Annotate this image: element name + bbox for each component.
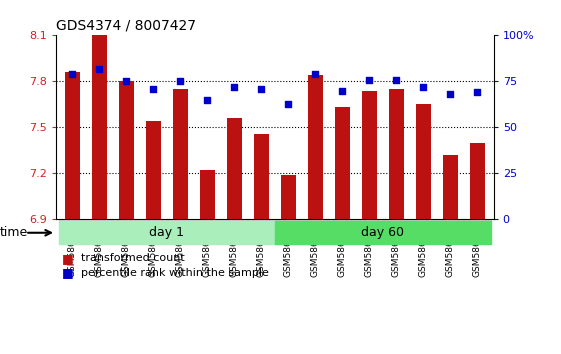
Text: day 1: day 1 xyxy=(149,226,185,239)
Text: transformed count: transformed count xyxy=(81,253,185,263)
Text: ■: ■ xyxy=(62,252,73,265)
Text: percentile rank within the sample: percentile rank within the sample xyxy=(81,268,269,278)
Text: ■: ■ xyxy=(62,266,73,279)
Bar xyxy=(308,75,323,219)
Point xyxy=(95,66,104,72)
Point xyxy=(338,88,347,93)
Point xyxy=(203,97,212,103)
Point xyxy=(311,71,320,77)
Point xyxy=(122,79,131,84)
Bar xyxy=(443,155,458,219)
Bar xyxy=(227,118,242,219)
Point xyxy=(446,91,455,97)
Text: time: time xyxy=(0,226,28,239)
Bar xyxy=(146,121,161,219)
Bar xyxy=(335,108,350,219)
Bar xyxy=(92,35,107,219)
Point xyxy=(473,90,482,95)
Bar xyxy=(470,143,485,219)
Bar xyxy=(389,89,404,219)
Text: GDS4374 / 8007427: GDS4374 / 8007427 xyxy=(56,19,196,33)
Bar xyxy=(173,89,188,219)
Point xyxy=(284,101,293,106)
Point xyxy=(365,77,374,82)
Point xyxy=(176,79,185,84)
Bar xyxy=(65,72,80,219)
Bar xyxy=(200,170,215,219)
Bar xyxy=(119,81,134,219)
Bar xyxy=(281,175,296,219)
Text: day 60: day 60 xyxy=(361,226,404,239)
Point xyxy=(68,71,77,77)
Point xyxy=(149,86,158,92)
Bar xyxy=(254,133,269,219)
Point xyxy=(392,77,401,82)
Bar xyxy=(362,91,377,219)
Point xyxy=(257,86,266,92)
Point xyxy=(230,84,239,90)
Point xyxy=(419,84,428,90)
Bar xyxy=(416,104,431,219)
